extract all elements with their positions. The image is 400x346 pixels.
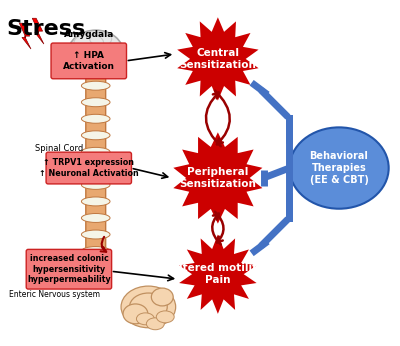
Text: Spinal Cord: Spinal Cord xyxy=(35,144,84,153)
Ellipse shape xyxy=(146,318,164,330)
Ellipse shape xyxy=(82,81,110,90)
Ellipse shape xyxy=(82,147,110,156)
FancyBboxPatch shape xyxy=(46,152,132,184)
Ellipse shape xyxy=(121,286,176,328)
Ellipse shape xyxy=(151,288,173,306)
Ellipse shape xyxy=(289,127,389,209)
Text: increased colonic
hypersensitivity
hyperpermeability: increased colonic hypersensitivity hyper… xyxy=(27,254,111,284)
Ellipse shape xyxy=(82,65,110,74)
Ellipse shape xyxy=(82,164,110,173)
Text: Central
Sensitization: Central Sensitization xyxy=(180,48,256,70)
Text: Enteric Nervous system: Enteric Nervous system xyxy=(9,290,100,299)
Ellipse shape xyxy=(82,280,110,289)
FancyBboxPatch shape xyxy=(51,43,126,79)
Ellipse shape xyxy=(68,30,124,76)
Polygon shape xyxy=(179,235,257,314)
Ellipse shape xyxy=(82,247,110,255)
Ellipse shape xyxy=(82,230,110,239)
Ellipse shape xyxy=(82,31,110,40)
Ellipse shape xyxy=(82,263,110,272)
Polygon shape xyxy=(173,132,262,224)
Text: Amygdala: Amygdala xyxy=(64,30,114,39)
Polygon shape xyxy=(19,23,31,49)
FancyBboxPatch shape xyxy=(26,249,112,289)
Ellipse shape xyxy=(82,48,110,57)
Polygon shape xyxy=(177,17,258,101)
Text: ↑ TRPV1 expression
↑ Neuronal Activation: ↑ TRPV1 expression ↑ Neuronal Activation xyxy=(39,158,139,178)
Text: Altered motility
Pain: Altered motility Pain xyxy=(172,263,264,285)
Ellipse shape xyxy=(82,131,110,140)
Text: Peripheral
Sensitization: Peripheral Sensitization xyxy=(180,167,256,189)
Text: ↑ HPA
Activation: ↑ HPA Activation xyxy=(63,51,115,71)
Ellipse shape xyxy=(123,304,148,324)
Ellipse shape xyxy=(82,114,110,123)
Text: Behavioral
Therapies
(EE & CBT): Behavioral Therapies (EE & CBT) xyxy=(310,152,368,185)
Text: Stress: Stress xyxy=(6,19,86,39)
Ellipse shape xyxy=(82,197,110,206)
Ellipse shape xyxy=(82,98,110,107)
FancyBboxPatch shape xyxy=(86,34,106,286)
Ellipse shape xyxy=(156,311,174,323)
Polygon shape xyxy=(32,18,44,44)
Ellipse shape xyxy=(82,181,110,189)
Ellipse shape xyxy=(136,313,154,325)
Ellipse shape xyxy=(130,293,167,321)
Ellipse shape xyxy=(82,213,110,222)
